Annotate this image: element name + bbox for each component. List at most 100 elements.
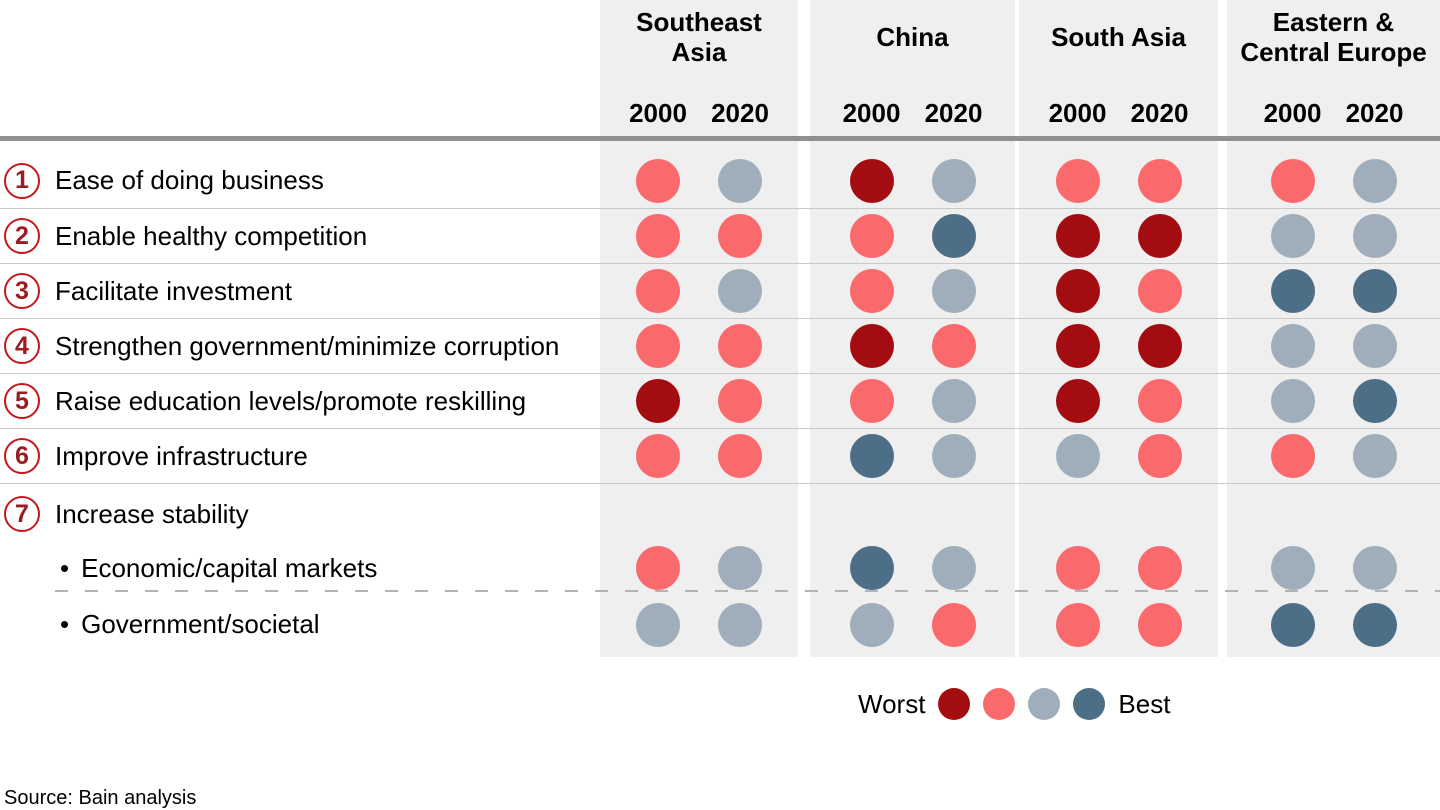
- rating-cell: [600, 544, 798, 592]
- year-headers: 2000 2020: [810, 98, 1015, 129]
- row-label-area: 5 Raise education levels/promote reskilli…: [0, 374, 600, 428]
- row-number-badge: 3: [4, 273, 40, 309]
- region-column: Eastern & Central Europe 2000 2020: [1227, 0, 1440, 657]
- region-header-label: South Asia: [1051, 22, 1186, 53]
- rating-dot: [718, 434, 762, 478]
- region-column: China 2000 2020: [810, 0, 1015, 657]
- legend-dot-fair: [1028, 688, 1061, 720]
- header-divider-rule: [0, 136, 1440, 141]
- rating-dot: [1270, 214, 1315, 258]
- rating-dot: [1137, 324, 1182, 368]
- legend-dot-best: [1073, 688, 1106, 720]
- dashed-divider: [55, 590, 1440, 592]
- rating-cell: [810, 374, 1015, 428]
- year-header-label: 2000: [1263, 98, 1322, 128]
- row-label-area: • Economic/capital markets: [0, 544, 600, 592]
- row-label-area: 3 Facilitate investment: [0, 264, 600, 318]
- rating-cell: [810, 264, 1015, 318]
- rating-cell: [810, 319, 1015, 373]
- year-header-label: 2020: [924, 98, 983, 128]
- rating-dot: [1137, 434, 1182, 478]
- rating-cell: [1019, 319, 1218, 373]
- rating-dot: [1055, 434, 1100, 478]
- year-header-label: 2000: [629, 98, 687, 128]
- rating-dot: [931, 269, 976, 313]
- rating-dot: [1352, 546, 1397, 590]
- rating-cell: [810, 141, 1015, 208]
- rating-dot: [636, 379, 680, 423]
- rating-dot: [931, 379, 976, 423]
- rating-dot: [1352, 269, 1397, 313]
- year-header-label: 2020: [1345, 98, 1404, 128]
- row-label: Increase stability: [55, 498, 249, 529]
- rating-dot: [931, 546, 976, 590]
- rating-dot: [636, 158, 680, 203]
- table-row: 5 Raise education levels/promote reskilli…: [0, 374, 1440, 429]
- rating-dot: [1270, 546, 1315, 590]
- rating-dot: [1137, 158, 1182, 203]
- rating-cell: [1227, 141, 1440, 208]
- year-headers: 2000 2020: [1019, 98, 1218, 129]
- row-number-badge: 6: [4, 438, 40, 474]
- legend: Worst Best: [858, 688, 1170, 720]
- source-note: Source: Bain analysis: [4, 787, 197, 809]
- row-label: Ease of doing business: [55, 165, 324, 195]
- rating-cell: [1019, 592, 1218, 657]
- table-row: 6 Improve infrastructure: [0, 429, 1440, 484]
- rating-cell: [1227, 374, 1440, 428]
- rating-dot: [1270, 158, 1315, 203]
- row-label: Facilitate investment: [55, 275, 292, 306]
- table-row: • Government/societal: [0, 592, 1440, 657]
- rating-dot: [931, 434, 976, 478]
- rating-dot: [1270, 269, 1315, 313]
- table-row: 4 Strengthen government/minimize corrupti…: [0, 319, 1440, 374]
- rating-dot: [636, 269, 680, 313]
- rating-dot: [636, 546, 680, 590]
- year-headers: 2000 2020: [1227, 98, 1440, 129]
- row-label-area: • Government/societal: [0, 592, 600, 657]
- rating-dot: [1055, 546, 1100, 590]
- rating-cell: [810, 592, 1015, 657]
- rating-dot: [1137, 546, 1182, 590]
- rating-dot: [1270, 602, 1315, 647]
- rating-cell: [600, 141, 798, 208]
- region-header-label: Eastern & Central Europe: [1240, 7, 1427, 67]
- rating-cell: [810, 429, 1015, 483]
- rating-dot: [849, 158, 894, 203]
- rating-dot: [1352, 379, 1397, 423]
- row-number-badge: 5: [4, 383, 40, 419]
- rating-dot: [1352, 434, 1397, 478]
- rating-cell: [1227, 209, 1440, 263]
- rating-dot: [931, 158, 976, 203]
- region-column: South Asia 2000 2020: [1019, 0, 1218, 657]
- row-number-badge: 1: [4, 162, 40, 199]
- row-label: Economic/capital markets: [81, 552, 378, 583]
- rating-dot: [849, 269, 894, 313]
- rating-dot: [1055, 324, 1100, 368]
- year-header-label: 2000: [842, 98, 901, 128]
- rating-dot: [1352, 324, 1397, 368]
- rating-cell: [1019, 209, 1218, 263]
- rating-dot: [931, 324, 976, 368]
- rating-dot: [1055, 158, 1100, 203]
- row-number-badge: 2: [4, 218, 40, 254]
- rating-cell: [600, 429, 798, 483]
- table-row: • Economic/capital markets: [0, 544, 1440, 592]
- region-header-label: Southeast Asia: [636, 7, 762, 67]
- rating-dot: [718, 546, 762, 590]
- rating-dot: [1270, 434, 1315, 478]
- rating-dot: [718, 158, 762, 203]
- rating-cell: [1227, 544, 1440, 592]
- bullet-icon: •: [60, 552, 70, 583]
- table-row: 3 Facilitate investment: [0, 264, 1440, 319]
- rating-cell: [1019, 264, 1218, 318]
- rating-dot: [718, 269, 762, 313]
- rating-cell: [810, 209, 1015, 263]
- rating-cell: [600, 209, 798, 263]
- region-header-label: China: [876, 22, 949, 53]
- rating-cell: [600, 319, 798, 373]
- rating-dot: [636, 214, 680, 258]
- row-label-area: 2 Enable healthy competition: [0, 209, 600, 263]
- rating-cell: [1019, 374, 1218, 428]
